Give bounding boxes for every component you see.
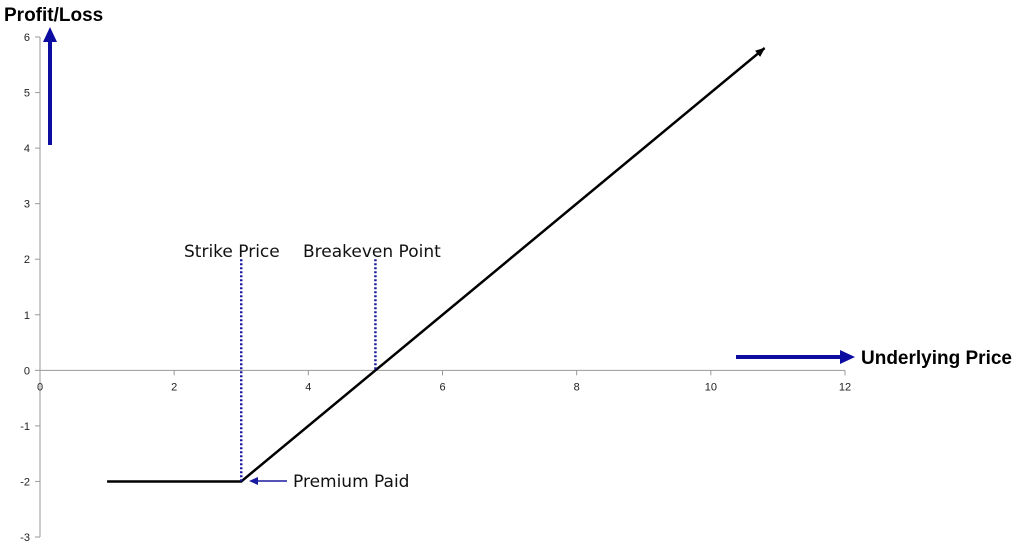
x-tick-label: 10 <box>705 381 717 393</box>
x-tick-label: 6 <box>439 381 445 393</box>
x-tick-label: 2 <box>171 381 177 393</box>
x-axis-title-arrow <box>736 350 855 364</box>
y-tick-label: -3 <box>20 532 30 544</box>
y-tick-label: 4 <box>24 143 30 155</box>
y-axis-title: Profit/Loss <box>4 5 103 26</box>
x-tick-label: 12 <box>839 381 851 393</box>
x-tick-label: 8 <box>574 381 580 393</box>
y-tick-label: 3 <box>24 199 30 211</box>
x-tick-label: 0 <box>37 381 43 393</box>
strike-price-label: Strike Price <box>184 242 280 262</box>
y-tick-label: 2 <box>24 254 30 266</box>
payoff-line <box>107 47 766 483</box>
y-tick-label: 1 <box>24 310 30 322</box>
y-tick-label: 6 <box>24 32 30 44</box>
breakeven-point-label: Breakeven Point <box>303 242 441 262</box>
x-axis-ticks: 0 2 4 6 8 10 12 <box>37 370 851 393</box>
premium-paid-label: Premium Paid <box>293 472 409 492</box>
x-axis-title: Underlying Price <box>861 348 1012 369</box>
y-tick-label: -2 <box>20 476 30 488</box>
series-layer <box>107 47 766 483</box>
premium-arrow <box>249 477 287 485</box>
y-axis-title-arrow <box>43 27 57 145</box>
y-tick-label: -1 <box>20 421 30 433</box>
x-tick-label: 4 <box>305 381 311 393</box>
annotations: Strike Price Breakeven Point Premium Pai… <box>184 242 441 492</box>
y-tick-label: 5 <box>24 88 30 100</box>
y-axis-ticks: -3 -2 -1 0 1 2 3 4 5 6 <box>20 32 40 544</box>
y-tick-label: 0 <box>24 365 30 377</box>
